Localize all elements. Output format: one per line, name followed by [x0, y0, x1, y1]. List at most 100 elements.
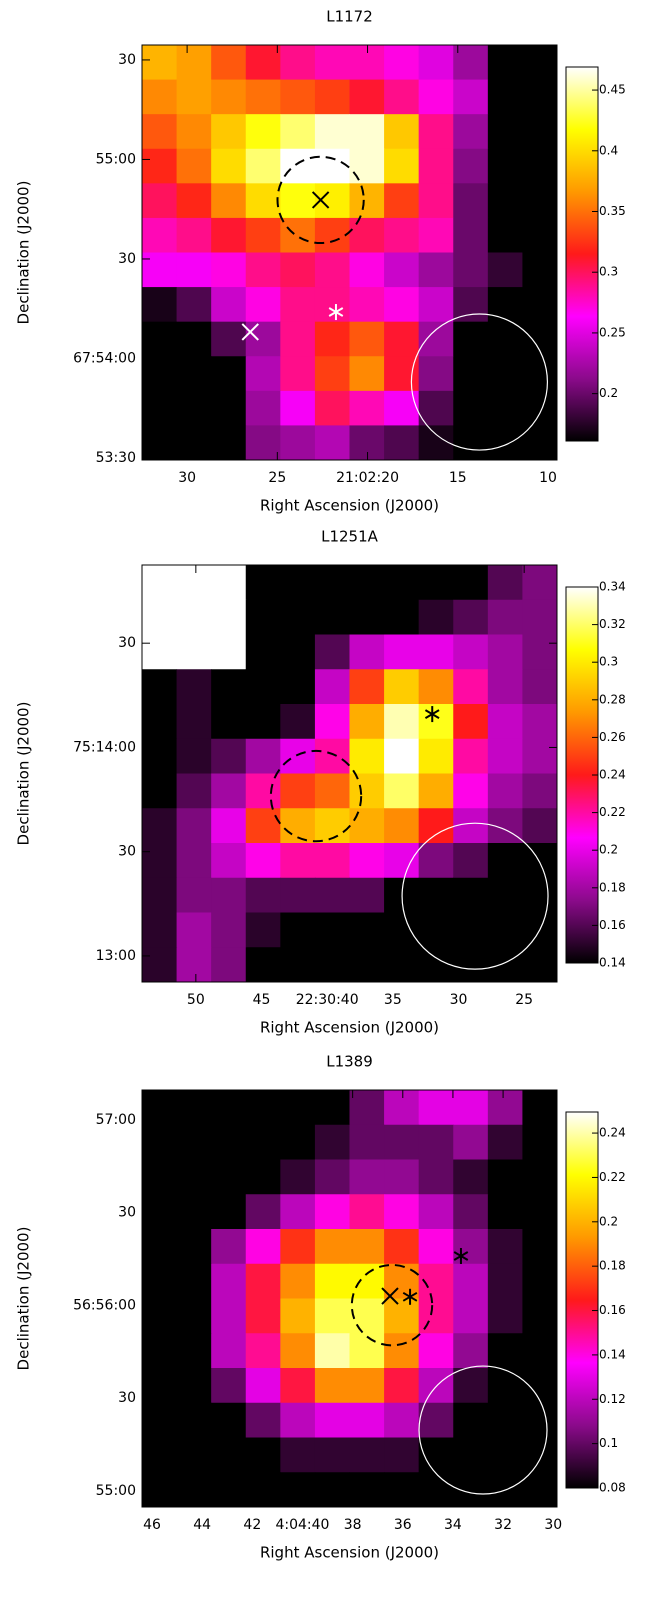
heatmap-cell [280, 669, 315, 704]
heatmap-cell [315, 1264, 350, 1299]
heatmap-cell [419, 600, 454, 635]
heatmap-cell [211, 114, 246, 149]
heatmap-cell [453, 1160, 488, 1195]
heatmap-cell [177, 391, 212, 426]
heatmap-cell [522, 356, 557, 391]
x-tick-label: 30 [178, 470, 196, 486]
heatmap-cell [211, 149, 246, 184]
heatmap-cell [280, 774, 315, 809]
heatmap-cell [177, 149, 212, 184]
heatmap-cell [142, 1299, 177, 1334]
colorbar-tick-label: 0.16 [599, 1303, 626, 1317]
y-axis-title: Declination (J2000) [15, 1227, 33, 1371]
heatmap-cell [453, 1333, 488, 1368]
heatmap-cell [419, 1125, 454, 1160]
y-tick-label: 67:54:00 [73, 350, 136, 366]
heatmap-cell [280, 322, 315, 357]
heatmap-cell [246, 1264, 281, 1299]
heatmap-cell [211, 218, 246, 253]
heatmap-cell [142, 1160, 177, 1195]
heatmap-cell [280, 1160, 315, 1195]
heatmap-cell [142, 704, 177, 739]
heatmap-cell [246, 183, 281, 218]
heatmap-cell [177, 739, 212, 774]
heatmap-cell [350, 218, 385, 253]
heatmap-cell [211, 253, 246, 288]
panel-title: L1172 [326, 8, 373, 26]
x-axis-title: Right Ascension (J2000) [260, 497, 439, 515]
y-tick-label: 55:00 [96, 151, 136, 167]
heatmap-cell [315, 45, 350, 80]
heatmap-cell [384, 45, 419, 80]
heatmap-cell [350, 878, 385, 913]
heatmap-cell [384, 704, 419, 739]
heatmap-cell [488, 1264, 523, 1299]
heatmap-cell [315, 635, 350, 670]
heatmap-cell [522, 1125, 557, 1160]
heatmap-cell [280, 565, 315, 600]
heatmap-cell [384, 1194, 419, 1229]
heatmap-cell [211, 1472, 246, 1507]
heatmap-cell [280, 1264, 315, 1299]
heatmap-cell [315, 1299, 350, 1334]
heatmap-cell [315, 114, 350, 149]
heatmap-cell [384, 1438, 419, 1473]
colorbar-tick-label: 0.24 [599, 768, 626, 782]
heatmap-cell [211, 322, 246, 357]
heatmap-cell [315, 391, 350, 426]
heatmap-cell [384, 1125, 419, 1160]
heatmap-cell [142, 808, 177, 843]
heatmap-cell [315, 1438, 350, 1473]
heatmap-cell [142, 1264, 177, 1299]
heatmap-cell [280, 600, 315, 635]
heatmap-cell [419, 253, 454, 288]
y-tick-label: 30 [118, 251, 136, 267]
heatmap-cell [453, 1299, 488, 1334]
heatmap-cell [177, 45, 212, 80]
heatmap-cell [488, 704, 523, 739]
heatmap-cell [315, 253, 350, 288]
heatmap-cell [211, 1229, 246, 1264]
heatmap-cell [384, 80, 419, 115]
heatmap-cell [384, 253, 419, 288]
heatmap-cell [488, 1333, 523, 1368]
x-tick-label: 22:30:40 [296, 992, 359, 1008]
heatmap-cell [142, 356, 177, 391]
y-tick-label: 57:00 [96, 1112, 136, 1128]
heatmap-cell [315, 1368, 350, 1403]
heatmap-cell [384, 1368, 419, 1403]
heatmap-cell [419, 287, 454, 322]
heatmap-cell [488, 635, 523, 670]
heatmap-cell [384, 1472, 419, 1507]
heatmap-cell [211, 356, 246, 391]
heatmap-cell [488, 1403, 523, 1438]
heatmap-cell [488, 1229, 523, 1264]
heatmap-cell [419, 356, 454, 391]
heatmap-cell [142, 218, 177, 253]
panel: L1251A504522:30:4035302513:003075:14:003… [15, 528, 626, 1037]
heatmap-cell [488, 322, 523, 357]
x-tick-label: 45 [253, 992, 271, 1008]
heatmap-cell [177, 878, 212, 913]
heatmap-cell [315, 1090, 350, 1125]
heatmap-cell [177, 1160, 212, 1195]
heatmap-cell [522, 1403, 557, 1438]
heatmap-cell [350, 808, 385, 843]
heatmap-cell [211, 600, 246, 635]
heatmap-cell [142, 425, 177, 460]
heatmap-cell [384, 808, 419, 843]
heatmap-cell [142, 739, 177, 774]
heatmap-cell [280, 1333, 315, 1368]
heatmap-cell [177, 287, 212, 322]
heatmap-cell [453, 1403, 488, 1438]
heatmap-cell [522, 1160, 557, 1195]
heatmap-cell [488, 739, 523, 774]
heatmap-cell [350, 183, 385, 218]
heatmap-cell [488, 287, 523, 322]
heatmap-cell [522, 1438, 557, 1473]
heatmap-cell [280, 1472, 315, 1507]
heatmap-cell [280, 1229, 315, 1264]
heatmap-cell [419, 565, 454, 600]
x-tick-label: 30 [450, 992, 468, 1008]
heatmap-cell [246, 1368, 281, 1403]
